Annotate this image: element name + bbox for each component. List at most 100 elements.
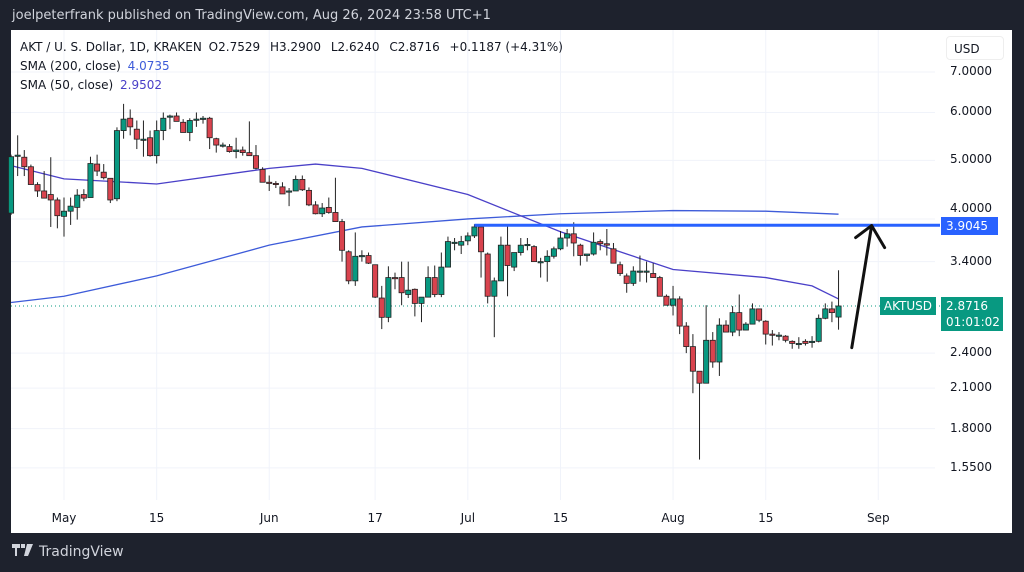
candle <box>127 117 134 128</box>
candle <box>822 308 829 319</box>
candle <box>663 295 670 306</box>
legend-sma200[interactable]: SMA (200, close) 4.0735 <box>20 57 566 76</box>
price-tick-label: 5.0000 <box>950 152 992 167</box>
candle <box>120 118 127 131</box>
candle <box>233 149 240 152</box>
legend-symbol: AKT / U. S. Dollar, 1D, KRAKEN <box>20 40 202 54</box>
candle <box>94 163 101 172</box>
date-tick-label: 15 <box>552 511 569 525</box>
candle <box>345 251 352 282</box>
candle <box>186 120 193 133</box>
candle <box>252 155 259 169</box>
candle <box>603 243 610 246</box>
price-tick-label: 3.4000 <box>950 253 992 268</box>
candle <box>34 184 41 192</box>
legend-open: O2.7529 <box>209 40 263 54</box>
candle <box>583 253 590 256</box>
candle <box>815 317 822 342</box>
chart-legend: AKT / U. S. Dollar, 1D, KRAKEN O2.7529 H… <box>20 38 566 95</box>
candle <box>299 179 306 191</box>
candle <box>100 171 107 179</box>
candle <box>769 333 776 336</box>
candle <box>259 169 266 183</box>
candle <box>478 226 485 253</box>
candle <box>656 277 663 297</box>
sma50-value: 2.9502 <box>120 78 162 92</box>
price-tick-label: 2.4000 <box>950 345 992 360</box>
candle <box>577 244 584 256</box>
level-price-label: 3.9045 <box>941 217 998 235</box>
candle <box>219 144 226 147</box>
candle <box>451 241 458 244</box>
footer-brand[interactable]: TradingView <box>12 544 124 560</box>
candle <box>166 115 173 118</box>
candle <box>531 246 538 263</box>
price-tick-label: 1.8000 <box>950 420 992 435</box>
candle <box>339 221 346 251</box>
price-tick-label: 6.0000 <box>950 104 992 119</box>
candle <box>160 117 167 131</box>
candle <box>378 297 385 318</box>
low-label: L <box>330 40 338 54</box>
candle <box>266 181 273 184</box>
date-tick-label: 15 <box>758 511 774 525</box>
candle <box>147 137 154 157</box>
high-value: 3.2900 <box>278 40 321 54</box>
candle <box>610 248 617 264</box>
legend-sma50[interactable]: SMA (50, close) 2.9502 <box>20 76 566 95</box>
legend-high: H3.2900 <box>270 40 324 54</box>
candle <box>14 154 21 157</box>
symbol-label: AKTUSD <box>879 297 936 315</box>
candle <box>789 340 796 344</box>
candle <box>206 117 213 139</box>
candle <box>511 252 518 268</box>
publish-info: joelpeterfrank published on TradingView.… <box>12 8 491 23</box>
sma50-line <box>10 163 839 300</box>
legend-main: AKT / U. S. Dollar, 1D, KRAKEN O2.7529 H… <box>20 38 566 57</box>
candle <box>398 277 405 294</box>
arrow-up-icon <box>850 224 874 350</box>
candle <box>636 270 643 273</box>
candle <box>703 339 710 384</box>
high-label: H <box>269 40 279 54</box>
candle <box>544 255 551 263</box>
candle <box>444 241 451 268</box>
candle <box>557 237 564 250</box>
candle <box>200 117 207 120</box>
price-tick-label: 1.5500 <box>950 459 992 474</box>
date-tick-label: 17 <box>367 511 383 525</box>
close-value: 2.8716 <box>397 40 440 54</box>
candle <box>107 177 114 201</box>
candle <box>411 288 418 304</box>
price-tick-label: 4.0000 <box>950 201 992 215</box>
candle <box>425 277 432 298</box>
candle <box>749 308 756 325</box>
candle <box>193 118 200 121</box>
candle <box>809 340 816 343</box>
chart-panel[interactable] <box>11 30 1012 533</box>
candle <box>537 261 544 264</box>
candle <box>385 277 392 318</box>
candle <box>835 305 842 318</box>
candle <box>279 186 286 195</box>
legend-low: L2.6240 <box>331 40 383 54</box>
date-tick-label: Sep <box>866 511 890 525</box>
candle <box>484 253 491 297</box>
last-price-label: 2.8716 01:01:02 <box>941 297 1003 331</box>
candle <box>762 320 769 335</box>
candle <box>418 296 425 304</box>
candle <box>676 298 683 327</box>
sma200-label: SMA (200, close) <box>20 59 121 73</box>
candle <box>458 241 465 246</box>
candle <box>312 204 319 215</box>
candle <box>332 212 339 222</box>
candle <box>173 115 180 122</box>
candle <box>180 121 187 133</box>
legend-change: +0.1187 (+4.31%) <box>449 40 563 54</box>
candle <box>305 189 312 206</box>
currency-button[interactable]: USD <box>946 36 1004 60</box>
candle <box>41 190 48 199</box>
candle <box>272 182 279 185</box>
candle <box>795 343 802 346</box>
